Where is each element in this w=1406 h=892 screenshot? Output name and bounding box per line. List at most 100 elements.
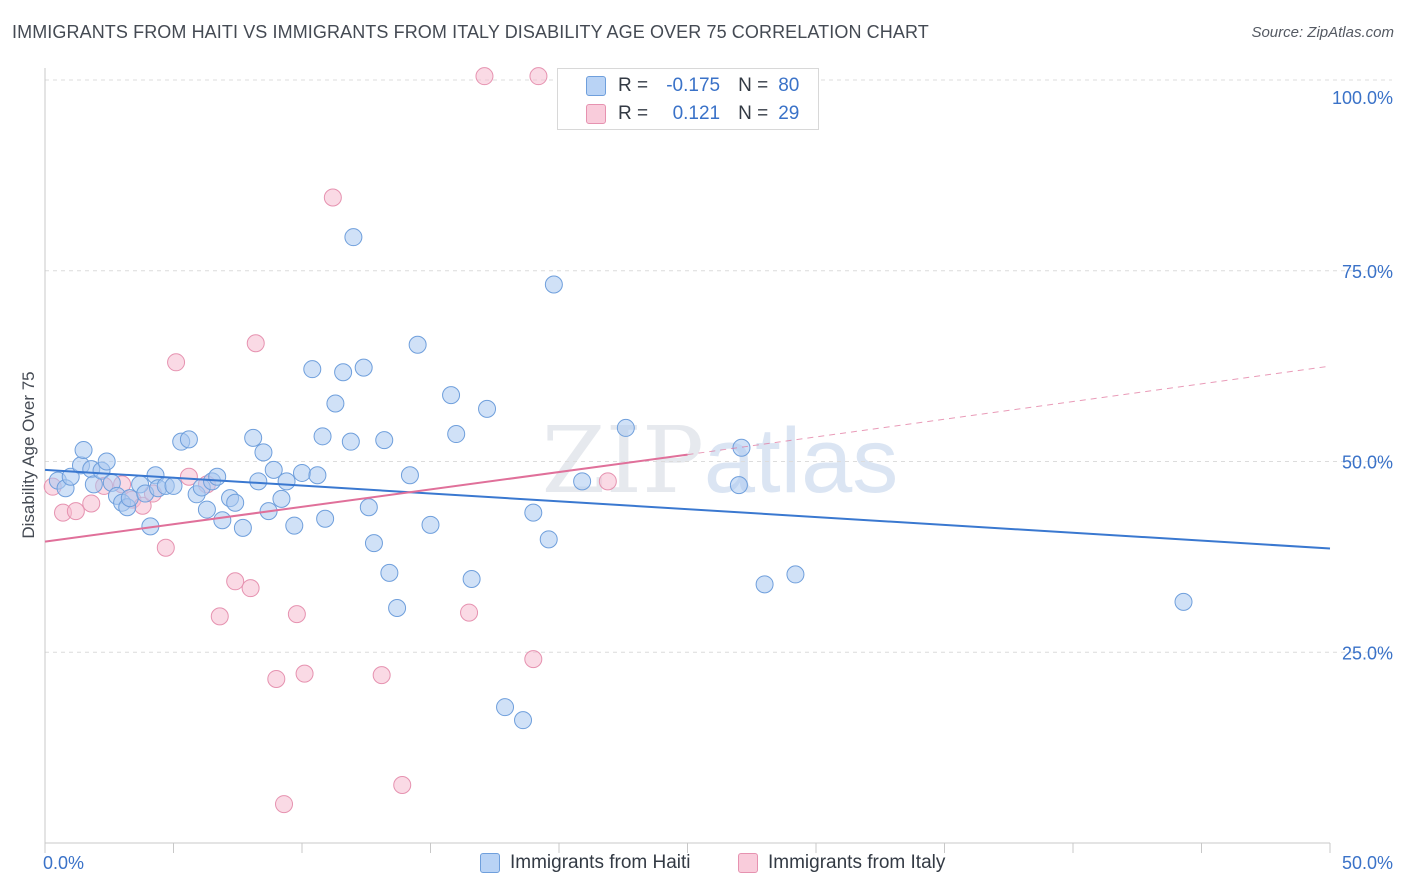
haiti-r-label: R = <box>618 75 649 96</box>
haiti-point <box>313 427 332 446</box>
haiti-point <box>539 530 558 549</box>
haiti-point <box>213 511 232 530</box>
haiti-point <box>277 472 296 491</box>
stats-row-haiti: R = -0.175 N = 80 <box>558 72 799 100</box>
italy-n-value: 29 <box>778 103 800 124</box>
source-label: Source: ZipAtlas.com <box>1251 24 1394 41</box>
y-tick-label: 25.0% <box>1342 643 1393 663</box>
italy-point <box>460 603 479 622</box>
legend-haiti-swatch <box>480 853 500 873</box>
haiti-point <box>164 476 183 495</box>
haiti-point <box>359 498 378 517</box>
italy-point <box>275 795 294 814</box>
chart-title: IMMIGRANTS FROM HAITI VS IMMIGRANTS FROM… <box>12 22 929 42</box>
haiti-point <box>74 441 93 460</box>
haiti-point <box>364 534 383 553</box>
italy-r-label: R = <box>618 103 649 124</box>
italy-point <box>66 502 85 521</box>
haiti-point <box>354 358 373 377</box>
haiti-point <box>208 467 227 486</box>
haiti-point <box>573 472 592 491</box>
haiti-point <box>316 509 335 528</box>
italy-swatch <box>586 104 606 124</box>
haiti-point <box>97 452 116 471</box>
haiti-swatch <box>586 76 606 96</box>
haiti-point <box>272 489 291 508</box>
y-tick-label: 75.0% <box>1342 262 1393 282</box>
italy-point <box>475 67 494 86</box>
haiti-point <box>462 570 481 589</box>
haiti-point <box>179 430 198 449</box>
italy-point <box>295 664 314 683</box>
italy-point <box>393 776 412 795</box>
haiti-point <box>544 275 563 294</box>
haiti-point <box>308 466 327 485</box>
haiti-point <box>84 475 103 494</box>
italy-point <box>210 607 229 626</box>
legend-haiti-label: Immigrants from Haiti <box>510 852 691 873</box>
haiti-point <box>344 228 363 247</box>
italy-n-label: N = <box>738 103 769 124</box>
watermark: ZIPatlas <box>542 407 899 514</box>
italy-point <box>241 579 260 598</box>
haiti-point <box>341 432 360 451</box>
y-axis-label: Disability Age Over 75 <box>19 371 38 538</box>
haiti-point <box>1174 592 1193 611</box>
haiti-point <box>400 466 419 485</box>
stats-row-italy: R = 0.121 N = 29 <box>558 100 799 128</box>
haiti-point <box>496 698 515 717</box>
haiti-point <box>524 503 543 522</box>
italy-point <box>267 669 286 688</box>
italy-point <box>167 353 186 372</box>
haiti-point <box>285 516 304 535</box>
haiti-point <box>244 428 263 447</box>
haiti-point <box>478 399 497 418</box>
haiti-r-value: -0.175 <box>666 75 721 96</box>
haiti-point <box>732 438 751 457</box>
haiti-point <box>233 518 252 537</box>
haiti-point <box>755 575 774 594</box>
haiti-point <box>729 476 748 495</box>
italy-r-value: 0.121 <box>672 103 721 124</box>
italy-point <box>372 666 391 685</box>
legend-item-haiti: Immigrants from Haiti <box>480 852 691 874</box>
haiti-point <box>226 493 245 512</box>
haiti-trend-line <box>44 468 1331 550</box>
y-tick-label: 50.0% <box>1342 453 1393 473</box>
haiti-point <box>293 463 311 482</box>
haiti-point <box>326 394 345 413</box>
haiti-point <box>254 443 273 462</box>
haiti-point <box>447 425 466 444</box>
italy-point <box>246 334 265 353</box>
haiti-point <box>249 472 268 491</box>
x-tick-label: 50.0% <box>1342 853 1393 873</box>
haiti-n-value: 80 <box>778 75 800 96</box>
series-legend: Immigrants from Haiti Immigrants from It… <box>0 852 1406 878</box>
legend-italy-swatch <box>738 853 758 873</box>
x-tick-label: 0.0% <box>43 853 84 873</box>
italy-point <box>323 188 342 207</box>
italy-point <box>226 572 245 591</box>
stats-legend: R = -0.175 N = 80 R = 0.121 N = 29 <box>557 68 819 130</box>
haiti-point <box>197 500 216 519</box>
italy-trend-line <box>44 453 688 543</box>
haiti-point <box>514 711 533 730</box>
legend-item-italy: Immigrants from Italy <box>738 852 945 874</box>
haiti-point <box>388 598 407 617</box>
italy-point <box>156 538 175 557</box>
italy-point <box>529 67 548 86</box>
italy-point <box>179 467 198 486</box>
haiti-point <box>408 335 427 354</box>
haiti-point <box>375 431 394 450</box>
haiti-point <box>264 460 283 479</box>
haiti-point <box>786 565 805 584</box>
haiti-n-label: N = <box>738 75 769 96</box>
italy-point <box>598 472 617 491</box>
italy-point <box>524 650 543 669</box>
italy-point <box>82 494 101 513</box>
haiti-point <box>380 563 399 582</box>
italy-trend-line-extension <box>687 365 1331 456</box>
haiti-point <box>334 363 353 382</box>
haiti-point <box>303 360 322 379</box>
